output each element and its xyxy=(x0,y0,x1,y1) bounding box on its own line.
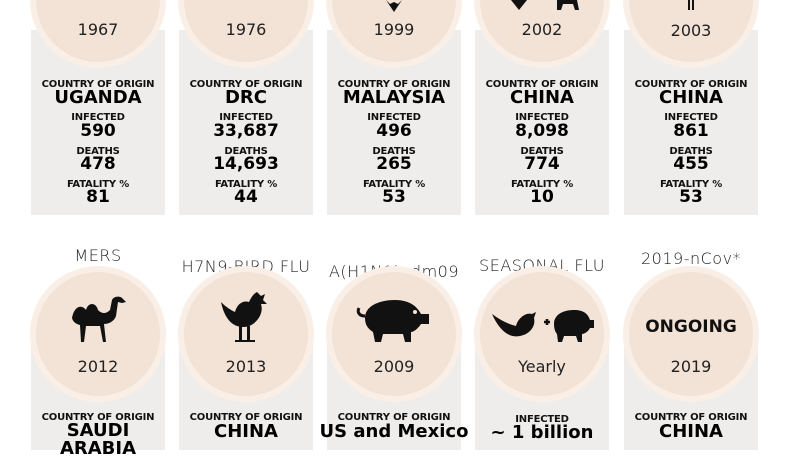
year-circle xyxy=(178,266,314,402)
year: 2009 xyxy=(373,357,415,376)
infected-value: 8,098 xyxy=(515,121,569,141)
deaths-label: DEATHS xyxy=(372,146,416,157)
year-circle xyxy=(474,266,610,402)
country: SAUDI ARABIA xyxy=(59,420,137,459)
origin-label: COUNTRY OF ORIGIN xyxy=(41,79,155,90)
fatality-value: 81 xyxy=(86,187,110,207)
fatality-value: 53 xyxy=(382,187,406,207)
origin-label: COUNTRY OF ORIGIN xyxy=(189,412,303,423)
infected-value: ~ 1 billion xyxy=(490,422,594,443)
animals-icon xyxy=(475,0,609,12)
infected-value: 496 xyxy=(376,121,412,141)
camel-legs-icon xyxy=(624,0,758,12)
country: DRC xyxy=(224,87,267,108)
deaths-value: 455 xyxy=(673,154,709,174)
deaths-value: 774 xyxy=(524,154,560,174)
year-circle xyxy=(30,266,166,402)
virus-title: SEASONAL FLU xyxy=(467,256,617,275)
fatality-label: FATALITY % xyxy=(66,179,130,190)
year: 2002 xyxy=(521,20,563,39)
country: CHINA xyxy=(214,421,278,442)
rooster-icon xyxy=(179,290,313,348)
fatality-label: FATALITY % xyxy=(362,179,426,190)
deaths-value: 478 xyxy=(80,154,116,174)
infected-value: 33,687 xyxy=(213,121,279,141)
country: CHINA xyxy=(510,87,574,108)
infected-value: 590 xyxy=(80,121,116,141)
deaths-label: DEATHS xyxy=(520,146,564,157)
year: 1967 xyxy=(77,20,119,39)
origin-label: COUNTRY OF ORIGIN xyxy=(41,412,155,423)
year: 2003 xyxy=(670,21,712,40)
camel-icon xyxy=(31,294,165,344)
country: UGANDA xyxy=(54,87,142,108)
year: 1976 xyxy=(225,20,267,39)
year-circle xyxy=(623,266,759,402)
year: 1999 xyxy=(373,20,415,39)
virus-title: 2019-nCov* xyxy=(640,249,742,268)
country: US and Mexico xyxy=(319,421,469,442)
infected-value: 861 xyxy=(673,121,709,141)
deaths-value: 14,693 xyxy=(213,154,279,174)
infected-label: INFECTED xyxy=(367,112,421,123)
year: 2019 xyxy=(670,357,712,376)
country: MALAYSIA xyxy=(342,87,446,108)
fatality-label: FATALITY % xyxy=(659,179,723,190)
fatality-value: 10 xyxy=(530,187,554,207)
year: Yearly xyxy=(518,357,566,376)
origin-label: COUNTRY OF ORIGIN xyxy=(337,412,451,423)
country: CHINA xyxy=(659,421,723,442)
deaths-label: DEATHS xyxy=(224,146,268,157)
fatality-label: FATALITY % xyxy=(214,179,278,190)
infected-label: INFECTED xyxy=(71,112,125,123)
infected-label: INFECTED xyxy=(515,414,569,425)
year: 2012 xyxy=(77,357,119,376)
fatality-value: 53 xyxy=(679,187,703,207)
origin-label: COUNTRY OF ORIGIN xyxy=(189,79,303,90)
origin-label: COUNTRY OF ORIGIN xyxy=(485,79,599,90)
fatality-value: 44 xyxy=(234,187,258,207)
infected-label: INFECTED xyxy=(515,112,569,123)
bat-icon xyxy=(327,0,461,14)
deaths-value: 265 xyxy=(376,154,412,174)
ongoing-status: ONGOING xyxy=(645,317,737,337)
deaths-label: DEATHS xyxy=(76,146,120,157)
deaths-label: DEATHS xyxy=(669,146,713,157)
bird-plus-pig-icon xyxy=(475,304,609,344)
origin-label: COUNTRY OF ORIGIN xyxy=(634,412,748,423)
fatality-label: FATALITY % xyxy=(510,179,574,190)
pig-icon xyxy=(327,298,461,344)
origin-label: COUNTRY OF ORIGIN xyxy=(337,79,451,90)
virus-title: MERS xyxy=(74,246,122,265)
origin-label: COUNTRY OF ORIGIN xyxy=(634,79,748,90)
infected-label: INFECTED xyxy=(219,112,273,123)
infected-label: INFECTED xyxy=(664,112,718,123)
year: 2013 xyxy=(225,357,267,376)
country: CHINA xyxy=(659,87,723,108)
